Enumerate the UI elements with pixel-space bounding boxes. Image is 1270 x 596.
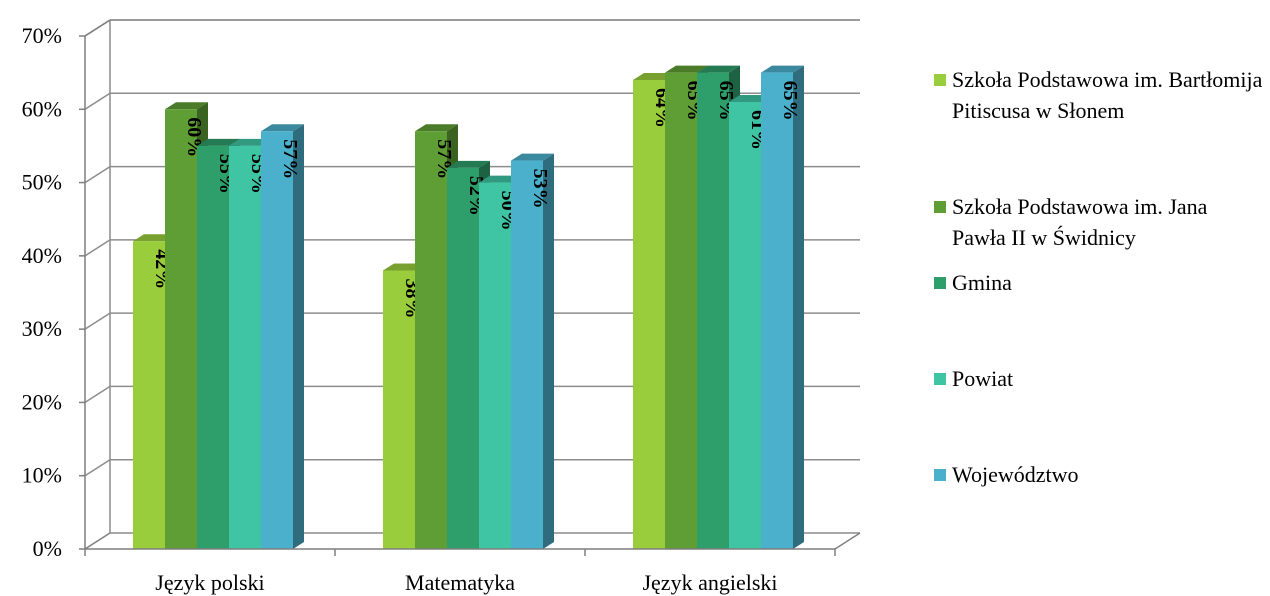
legend-item: Gmina — [934, 267, 1264, 298]
gridline-side — [84, 312, 111, 330]
bars: 42%60%55% 55% 57%38%57%52% 50%53%64% 65% 65%6… — [133, 65, 804, 550]
y-tick-label: 50% — [22, 170, 62, 195]
legend-item: Województwo — [934, 459, 1264, 490]
gridline-side — [84, 459, 111, 477]
x-category-label: Matematyka — [405, 570, 515, 595]
bar-front — [383, 270, 415, 549]
bar-front — [165, 109, 197, 550]
bar: 65% — [761, 65, 804, 550]
gridline-side — [84, 385, 111, 404]
bar-front — [761, 72, 793, 550]
bar-chart: 0%10%20%30%40%50%60%70% 42%60%55% 55% 57%3… — [22, 19, 861, 595]
y-tick-label: 40% — [22, 243, 62, 268]
y-tick-label: 70% — [22, 23, 62, 48]
bar-top — [165, 102, 208, 110]
bar-top — [665, 65, 708, 73]
floor-right — [834, 532, 861, 550]
y-tick-label: 60% — [22, 96, 62, 121]
x-category-label: Język angielski — [642, 570, 777, 595]
bar-front — [479, 182, 511, 550]
bar-side — [793, 65, 804, 550]
y-tick-label: 0% — [33, 536, 62, 561]
bar-front — [133, 241, 165, 549]
legend: Szkoła Podstawowa im. Bartłomija Pitiscu… — [934, 60, 1264, 520]
bar: 57% — [261, 124, 304, 550]
bar-front — [447, 167, 479, 549]
bar-front — [261, 131, 293, 549]
legend-item: Powiat — [934, 363, 1264, 394]
data-label: 57% — [279, 139, 301, 179]
legend-item: Szkoła Podstawowa im. Bartłomija Pitiscu… — [934, 64, 1264, 126]
legend-swatch — [934, 373, 946, 385]
legend-label: Województwo — [952, 462, 1079, 487]
x-category-label: Język polski — [155, 570, 264, 595]
gridline-side — [84, 165, 111, 184]
y-tick-label: 20% — [22, 389, 62, 414]
legend-swatch — [934, 201, 946, 213]
bar-side — [293, 124, 304, 550]
bar-front — [415, 131, 447, 549]
legend-swatch — [934, 469, 946, 481]
bar-top — [415, 124, 458, 132]
legend-label: Szkoła Podstawowa im. Jana Pawła II w Św… — [952, 194, 1208, 250]
bar-top — [447, 160, 490, 168]
legend-swatch — [934, 277, 946, 289]
bar-front — [633, 79, 665, 549]
bar-front — [665, 72, 697, 550]
bar-top — [761, 65, 804, 73]
bar-top — [697, 65, 740, 73]
y-tick-label: 30% — [22, 316, 62, 341]
gridline-side — [84, 239, 111, 257]
y-axis: 0% 10% 20% 30% 40% 50% 60% 70% — [22, 19, 111, 561]
legend-swatch — [934, 74, 946, 86]
bar-top — [261, 124, 304, 132]
y-tick-label: 10% — [22, 463, 62, 488]
x-axis: Język polski Matematyka Język angielski — [84, 532, 861, 595]
legend-label: Gmina — [952, 270, 1012, 295]
bar-front — [229, 145, 261, 549]
legend-label: Powiat — [952, 366, 1014, 391]
data-label: 65% — [779, 81, 801, 121]
bar: 55% — [229, 138, 272, 549]
bar-top — [197, 138, 240, 146]
legend-label: Szkoła Podstawowa im. Bartłomija Pitiscu… — [952, 67, 1263, 123]
floor-left — [84, 532, 111, 550]
gridline-side — [84, 92, 111, 110]
bar-front — [697, 72, 729, 550]
bar-front — [729, 101, 761, 549]
bar-top — [511, 153, 554, 161]
bar: 53% — [511, 153, 554, 550]
legend-item: Szkoła Podstawowa im. Jana Pawła II w Św… — [934, 191, 1264, 253]
bar-front — [197, 145, 229, 549]
bar-front — [511, 160, 543, 550]
data-label: 53% — [529, 169, 551, 209]
y-axis-top-depth — [84, 19, 111, 37]
bar-side — [543, 153, 554, 550]
